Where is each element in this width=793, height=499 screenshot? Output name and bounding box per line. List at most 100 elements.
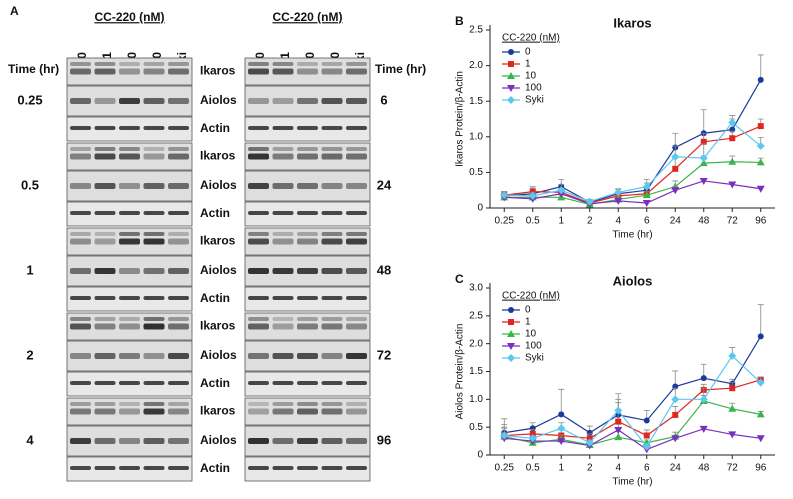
blot-strip — [66, 57, 193, 86]
protein-label: Ikaros — [200, 64, 236, 78]
series-line — [504, 121, 762, 203]
data-point — [643, 417, 650, 424]
blot-band — [119, 317, 140, 321]
blot-band — [272, 126, 294, 130]
blot-strip — [244, 116, 371, 142]
time-axis-label: Time (hr) — [8, 62, 59, 76]
panel-label: A — [10, 4, 19, 18]
blot-band — [321, 98, 343, 104]
data-point — [528, 434, 537, 443]
data-point — [643, 432, 650, 439]
time-label: 0.5 — [21, 177, 39, 192]
blot-strip — [244, 425, 371, 457]
blot-band — [248, 153, 269, 160]
x-tick-label: 1 — [558, 216, 564, 227]
blot-band — [168, 317, 189, 321]
x-tick-label: 4 — [615, 216, 621, 227]
data-point — [671, 152, 680, 161]
blot-band — [297, 323, 318, 330]
blot-band — [168, 381, 189, 385]
blot-band — [272, 98, 294, 104]
blot-strip — [66, 340, 193, 372]
blot-band — [143, 98, 165, 104]
blot-band — [272, 183, 294, 189]
blot-strip — [244, 255, 371, 287]
chart-title: Ikaros — [613, 15, 651, 30]
blot-band — [94, 323, 116, 330]
blot-band — [70, 466, 91, 470]
blot-band — [143, 381, 165, 385]
blot-strip — [66, 371, 193, 397]
blot-band — [297, 98, 318, 104]
data-point — [614, 406, 623, 415]
protein-label: Actin — [200, 376, 230, 390]
time-label: 96 — [377, 432, 391, 447]
blot-band — [321, 323, 343, 330]
blot-band — [94, 153, 116, 160]
x-tick-label: 0.5 — [526, 463, 540, 474]
protein-label: Ikaros — [200, 319, 236, 333]
blot-band — [119, 438, 140, 444]
x-tick-label: 1 — [558, 463, 564, 474]
x-tick-label: 0.5 — [526, 216, 540, 227]
blot-band — [119, 147, 140, 151]
blot-band — [297, 466, 318, 470]
blot-band — [248, 466, 269, 470]
blot-band — [248, 408, 269, 415]
lane-label: 0 — [253, 52, 267, 59]
error-bar — [700, 109, 707, 134]
data-point — [700, 375, 707, 382]
blot-band — [272, 62, 294, 66]
blot-band — [70, 68, 91, 75]
blot-band — [94, 232, 116, 236]
blot-band — [94, 98, 116, 104]
data-point — [671, 435, 680, 443]
time-label: 24 — [377, 177, 392, 192]
panel-label: C — [455, 272, 464, 286]
blot-band — [272, 296, 294, 300]
blot-band — [346, 62, 367, 66]
blot-band — [168, 62, 189, 66]
blot-band — [346, 438, 367, 444]
data-point — [728, 157, 737, 165]
protein-label: Actin — [200, 206, 230, 220]
blot-band — [297, 68, 318, 75]
blot-band — [143, 402, 165, 406]
legend-label: 1 — [525, 317, 531, 328]
data-point — [642, 191, 651, 199]
y-tick-label: 2.5 — [469, 310, 483, 321]
error-bar — [558, 388, 565, 415]
blot-strip — [66, 286, 193, 312]
blot-band — [346, 268, 367, 274]
data-point — [756, 410, 765, 418]
blot-band — [143, 296, 165, 300]
protein-label: Ikaros — [200, 404, 236, 418]
blot-band — [272, 353, 294, 359]
blot-band — [143, 62, 165, 66]
series-line — [504, 79, 762, 203]
series-line — [504, 180, 761, 205]
x-tick-label: 6 — [644, 216, 650, 227]
blot-band — [272, 68, 294, 75]
x-tick-label: 48 — [698, 216, 710, 227]
blot-band — [321, 353, 343, 359]
legend-label: 10 — [525, 71, 537, 82]
data-point — [729, 385, 736, 392]
blot-band — [168, 323, 189, 330]
protein-label: Aiolos — [200, 263, 237, 277]
blot-band — [346, 408, 367, 415]
y-tick-label: 2.0 — [469, 338, 483, 349]
x-tick-label: 2 — [587, 216, 593, 227]
blot-band — [272, 466, 294, 470]
blot-strip — [66, 170, 193, 202]
x-tick-label: 24 — [670, 216, 682, 227]
blot-band — [70, 317, 91, 321]
blot-header: CC-220 (nM) — [94, 10, 164, 24]
blot-band — [70, 296, 91, 300]
blot-band — [94, 296, 116, 300]
blot-strip — [244, 371, 371, 397]
data-point — [729, 135, 736, 142]
time-label: 2 — [26, 347, 33, 362]
data-point — [642, 442, 651, 451]
